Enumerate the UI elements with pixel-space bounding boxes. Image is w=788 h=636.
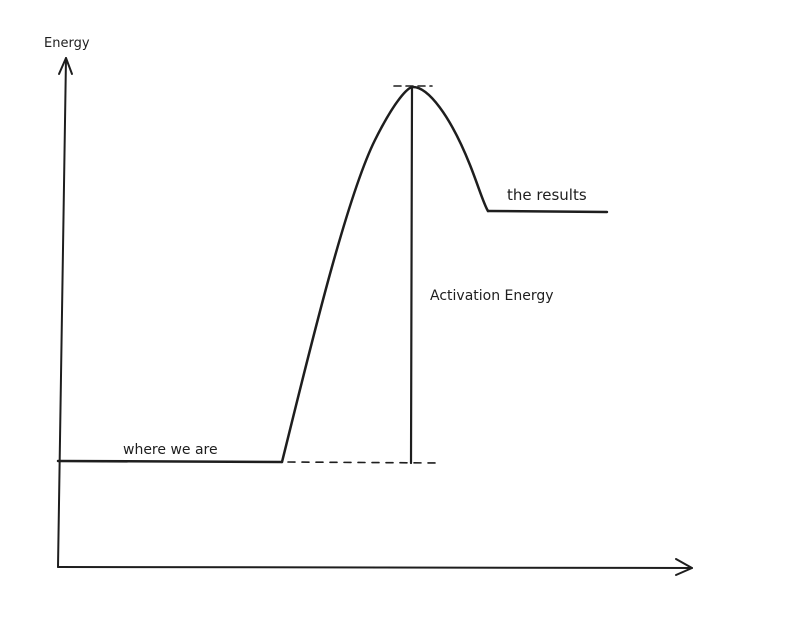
reactants-label: where we are <box>123 442 218 458</box>
x-axis-arrowhead <box>675 558 693 576</box>
y-axis <box>57 57 73 568</box>
activation-energy-label: Activation Energy <box>430 288 554 304</box>
y-axis-label: Energy <box>44 36 90 51</box>
energy-curve <box>280 85 490 464</box>
products-label: the results <box>507 186 587 204</box>
x-axis <box>57 558 693 576</box>
product-level-line <box>486 209 609 214</box>
x-axis-line <box>57 566 693 569</box>
reactant-dashed-extension <box>287 461 441 464</box>
reactant-level-line <box>56 459 284 464</box>
y-axis-line <box>57 57 67 568</box>
y-axis-arrowhead <box>58 57 73 75</box>
activation-energy-line <box>409 86 414 465</box>
